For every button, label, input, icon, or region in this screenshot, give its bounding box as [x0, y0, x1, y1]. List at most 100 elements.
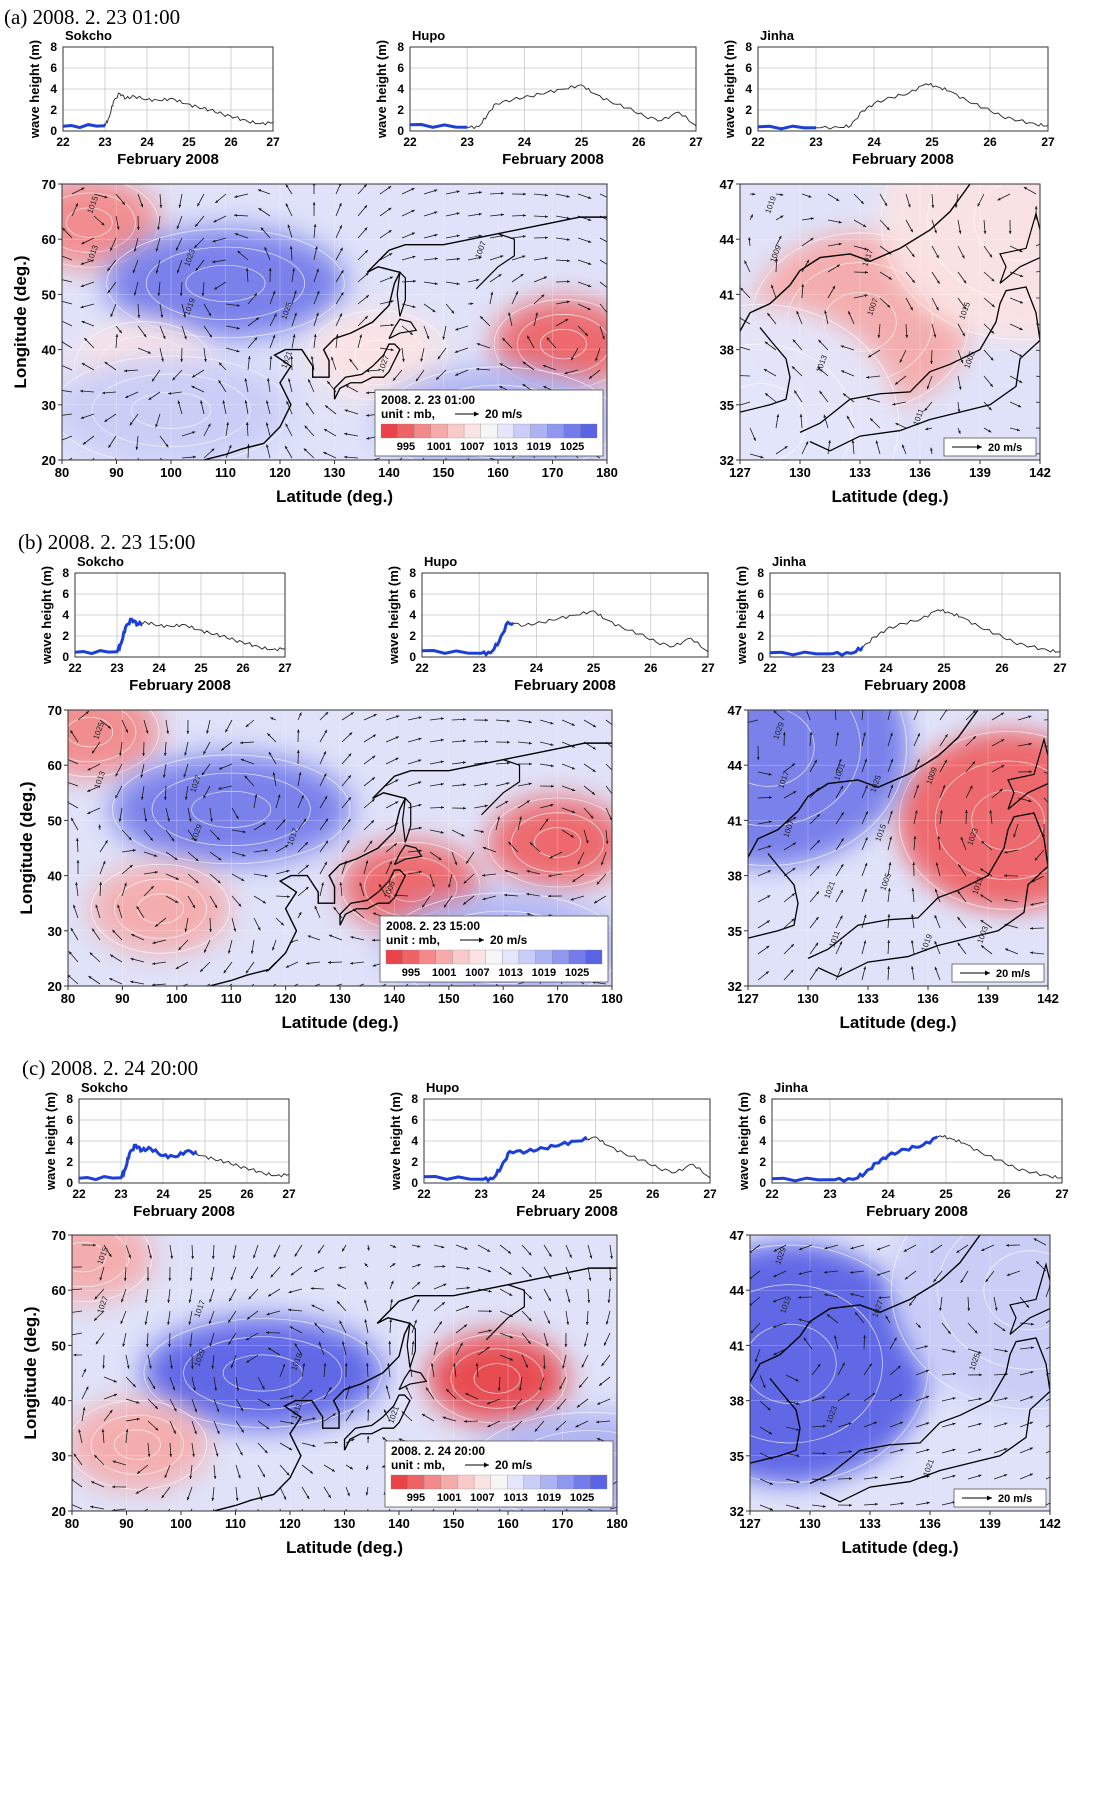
wind-arrow-head [162, 774, 166, 778]
wind-arrow-head [82, 1407, 86, 1411]
wind-arrow-head [350, 936, 354, 939]
wind-arrow-head [863, 1335, 866, 1338]
wind-arrow-head [1034, 206, 1038, 209]
wind-arrow-head [246, 1359, 250, 1363]
colorbar-cell [507, 1474, 525, 1490]
x-axis-label: February 2008 [866, 1203, 968, 1220]
wind-arrow-head [94, 1454, 98, 1458]
wind-arrow-head [392, 1263, 396, 1267]
wind-arrow-head [980, 945, 985, 949]
x-tick-label: 100 [160, 465, 182, 480]
wind-arrow-head [104, 361, 108, 365]
wind-arrow-head [366, 1435, 370, 1439]
japan-coast [333, 343, 401, 400]
wind-arrow-head [753, 437, 756, 441]
wind-arrow-head [957, 890, 961, 894]
wind-arrow-head [262, 822, 266, 826]
wind-arrow-head [456, 257, 460, 261]
wind-arrow-head [526, 892, 530, 896]
wind-arrow-head [1055, 746, 1058, 749]
wind-arrow-head [768, 772, 772, 776]
wind-arrow-head [773, 1274, 777, 1277]
wind-arrow-head [367, 1247, 370, 1251]
wind-arrow-head [143, 334, 147, 338]
wind-arrow-head [488, 1289, 492, 1293]
station-title: Jinha [772, 554, 807, 569]
wind-arrow-head [91, 1481, 95, 1484]
wind-arrow-head [548, 1253, 552, 1257]
wind-arrow-head [917, 1324, 921, 1328]
wind-arrow-head [980, 868, 984, 872]
isobar [427, 1333, 567, 1424]
x-tick-label: 130 [334, 1516, 356, 1531]
wind-arrow-head [186, 1497, 190, 1501]
wind-arrow-head [601, 336, 605, 340]
isobar [113, 1429, 161, 1460]
wind-arrow-head [991, 304, 995, 308]
wind-arrow-head [258, 208, 262, 211]
wind-arrow-head [308, 379, 311, 383]
kamchatka-coast [485, 1284, 525, 1341]
y-tick-label: 4 [411, 1134, 418, 1148]
wind-arrow-head [389, 276, 394, 280]
wind-arrow-head [1030, 926, 1033, 930]
wind-arrow-head [1004, 898, 1008, 902]
wind-arrow-head [868, 354, 872, 358]
wind-arrow-head [351, 1438, 355, 1442]
wind-arrow-head [863, 914, 867, 918]
wind-arrow-head [910, 229, 913, 233]
pressure-map-large: 1025102710171005101110131029809010011012… [17, 703, 623, 1032]
colorbar-cell [585, 949, 603, 965]
wind-arrow-head [365, 1341, 368, 1345]
wind-arrow-head [855, 1312, 858, 1316]
wind-arrow-head [390, 348, 394, 352]
wind-arrow-head [551, 784, 554, 788]
wind-arrow-head [899, 1394, 903, 1397]
wind-arrow-head [1047, 377, 1050, 380]
wind-arrow-head [344, 409, 348, 413]
y-tick-label: 20 [42, 453, 56, 468]
x-tick-label: 26 [646, 1187, 660, 1201]
wind-arrow-head [894, 381, 899, 385]
wind-arrow-head [195, 880, 199, 884]
legend-unit: unit : mb, [381, 407, 435, 421]
wind-arrow-head [455, 373, 459, 376]
wind-arrow-head [911, 914, 914, 918]
wind-arrow-head [478, 234, 482, 238]
wind-arrow-head [245, 1337, 250, 1341]
wind-arrow-head [338, 184, 342, 187]
wind-arrow-head [584, 332, 588, 336]
colorbar-tick-label: 1025 [570, 1492, 594, 1504]
wind-arrow-head [137, 314, 141, 318]
wind-arrow-head [136, 227, 140, 230]
legend-unit: unit : mb, [386, 933, 440, 947]
wind-arrow-head [382, 1437, 386, 1441]
wind-arrow-head [340, 247, 343, 251]
wind-arrow-head [250, 950, 254, 954]
wind-arrow-head [112, 1485, 115, 1489]
wind-arrow-head [817, 366, 821, 370]
wind-arrow-head [266, 1331, 269, 1335]
wind-arrow-head [80, 262, 84, 265]
wind-arrow-head [497, 816, 500, 820]
wind-arrow-head [167, 1321, 170, 1325]
wind-arrow-head [140, 204, 144, 208]
wind-arrow-head [550, 721, 554, 725]
colorbar-cell [535, 949, 553, 965]
wind-arrow-head [214, 1387, 218, 1391]
y-tick-label: 6 [66, 1113, 73, 1127]
wind-arrow-head [798, 1296, 801, 1299]
wind-arrow-head [381, 1465, 386, 1468]
colorbar-cell [424, 1474, 441, 1490]
wind-arrow-head [145, 730, 149, 734]
wind-arrow-head [434, 211, 438, 215]
wind-arrow-head [543, 1366, 546, 1369]
wind-arrow-head [546, 1519, 549, 1522]
wind-arrow-head [750, 1330, 754, 1334]
colorbar-tick-label: 1013 [493, 441, 517, 453]
wind-arrow-head [545, 215, 548, 218]
wind-arrow-head [549, 855, 553, 859]
y-tick-label: 47 [720, 177, 734, 192]
